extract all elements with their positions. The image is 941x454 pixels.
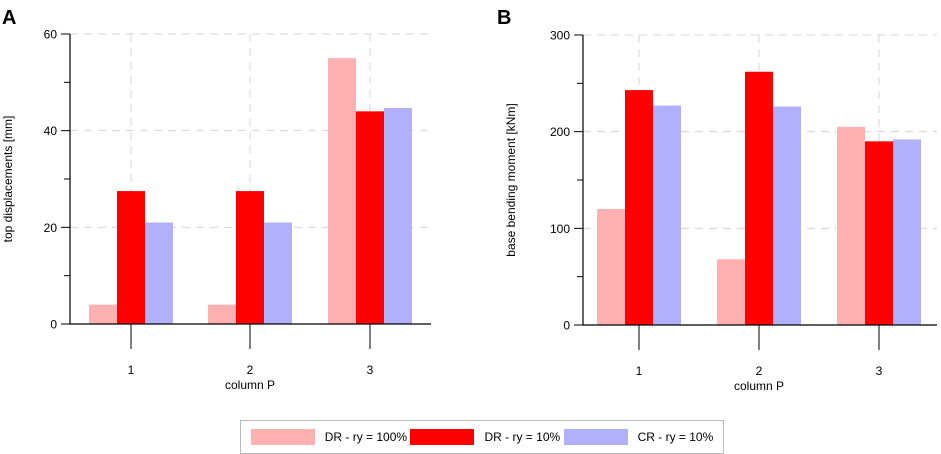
x-axis-label: column P [734, 379, 784, 393]
bar-a-s3-c3 [384, 107, 412, 324]
y-tick-label: 300 [550, 29, 570, 43]
y-tick-label: 0 [563, 319, 570, 333]
y-axis-label: base bending moment [kNm] [504, 103, 518, 256]
bar-b-s3-c1 [653, 105, 681, 325]
bar-a-s1-c2 [208, 304, 236, 324]
bar-a-s2-c2 [236, 191, 264, 324]
bar-b-s1-c1 [597, 209, 625, 325]
legend-label: DR - ry = 10% [484, 430, 561, 444]
legend-label: CR - ry = 10% [637, 430, 714, 444]
bar-b-s1-c3 [837, 126, 865, 325]
bar-a-s1-c3 [328, 58, 356, 325]
legend-label: DR - ry = 100% [324, 430, 408, 444]
y-tick-label: 0 [50, 318, 57, 332]
legend-item: DR - ry = 10% [410, 429, 560, 445]
chart-legend: DR - ry = 100% DR - ry = 10% CR - ry = 10% [240, 420, 724, 454]
bar-b-s2-c1 [625, 90, 653, 325]
bar-a-s3-c2 [264, 222, 292, 324]
x-tick-label: 3 [367, 363, 374, 377]
legend-swatch [250, 429, 315, 445]
bar-b-s3-c2 [773, 106, 801, 326]
x-tick-label: 2 [247, 363, 254, 377]
x-tick-label: 3 [876, 364, 883, 378]
x-axis-label: column P [225, 378, 275, 392]
y-axis-label: top displacements [mm] [1, 116, 15, 243]
y-tick-label: 100 [550, 222, 570, 236]
legend-swatch [563, 429, 628, 445]
y-tick-label: 200 [550, 125, 570, 139]
bar-b-s3-c3 [893, 139, 921, 325]
legend-item: CR - ry = 10% [563, 429, 714, 445]
x-tick-label: 2 [756, 364, 763, 378]
y-tick-label: 40 [44, 124, 58, 138]
legend-item: DR - ry = 100% [250, 429, 408, 445]
bar-a-s2-c3 [356, 111, 384, 324]
bar-b-s2-c2 [745, 71, 773, 325]
panel-label: B [497, 7, 511, 29]
bar-b-s1-c2 [717, 259, 745, 325]
bar-b-s2-c3 [865, 141, 893, 325]
bar-a-s3-c1 [145, 222, 173, 324]
y-tick-label: 20 [44, 221, 58, 235]
panel-label: A [2, 7, 16, 29]
x-tick-label: 1 [636, 364, 643, 378]
legend-swatch [410, 429, 475, 445]
chart-panel-b: 0 100 200 300 1 2 3 column P base bending moment… [497, 7, 937, 393]
bar-a-s2-c1 [117, 191, 145, 324]
y-tick-label: 60 [44, 28, 58, 42]
bar-a-s1-c1 [89, 304, 117, 324]
chart-panel-a: 0 20 40 60 1 2 3 column P top displacements [mm]… [1, 7, 431, 392]
x-tick-label: 1 [128, 363, 135, 377]
